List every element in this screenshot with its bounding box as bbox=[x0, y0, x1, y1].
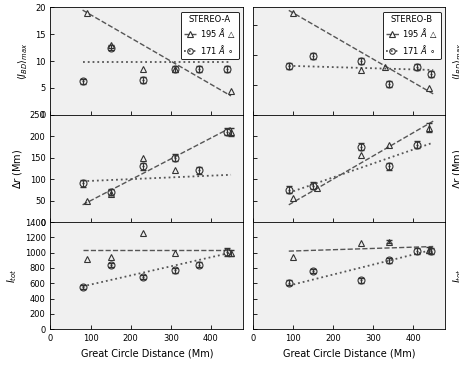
Legend: 195 $\AA\,\triangle$, 171 $\AA\,\circ$: 195 $\AA\,\triangle$, 171 $\AA\,\circ$ bbox=[180, 11, 239, 59]
Legend: 195 $\AA\,\triangle$, 171 $\AA\,\circ$: 195 $\AA\,\triangle$, 171 $\AA\,\circ$ bbox=[383, 11, 441, 59]
Y-axis label: $\Delta r$ (Mm): $\Delta r$ (Mm) bbox=[11, 148, 24, 189]
Y-axis label: $\Delta r$ (Mm): $\Delta r$ (Mm) bbox=[451, 148, 459, 189]
Y-axis label: $\langle I_{BD}\rangle_{max}$: $\langle I_{BD}\rangle_{max}$ bbox=[451, 42, 459, 80]
Y-axis label: $I_{tot}$: $I_{tot}$ bbox=[5, 268, 19, 283]
Y-axis label: $I_{tot}$: $I_{tot}$ bbox=[451, 268, 459, 283]
X-axis label: Great Circle Distance (Mm): Great Circle Distance (Mm) bbox=[283, 349, 415, 359]
Y-axis label: $\langle I_{BD}\rangle_{max}$: $\langle I_{BD}\rangle_{max}$ bbox=[16, 42, 29, 80]
X-axis label: Great Circle Distance (Mm): Great Circle Distance (Mm) bbox=[80, 349, 213, 359]
